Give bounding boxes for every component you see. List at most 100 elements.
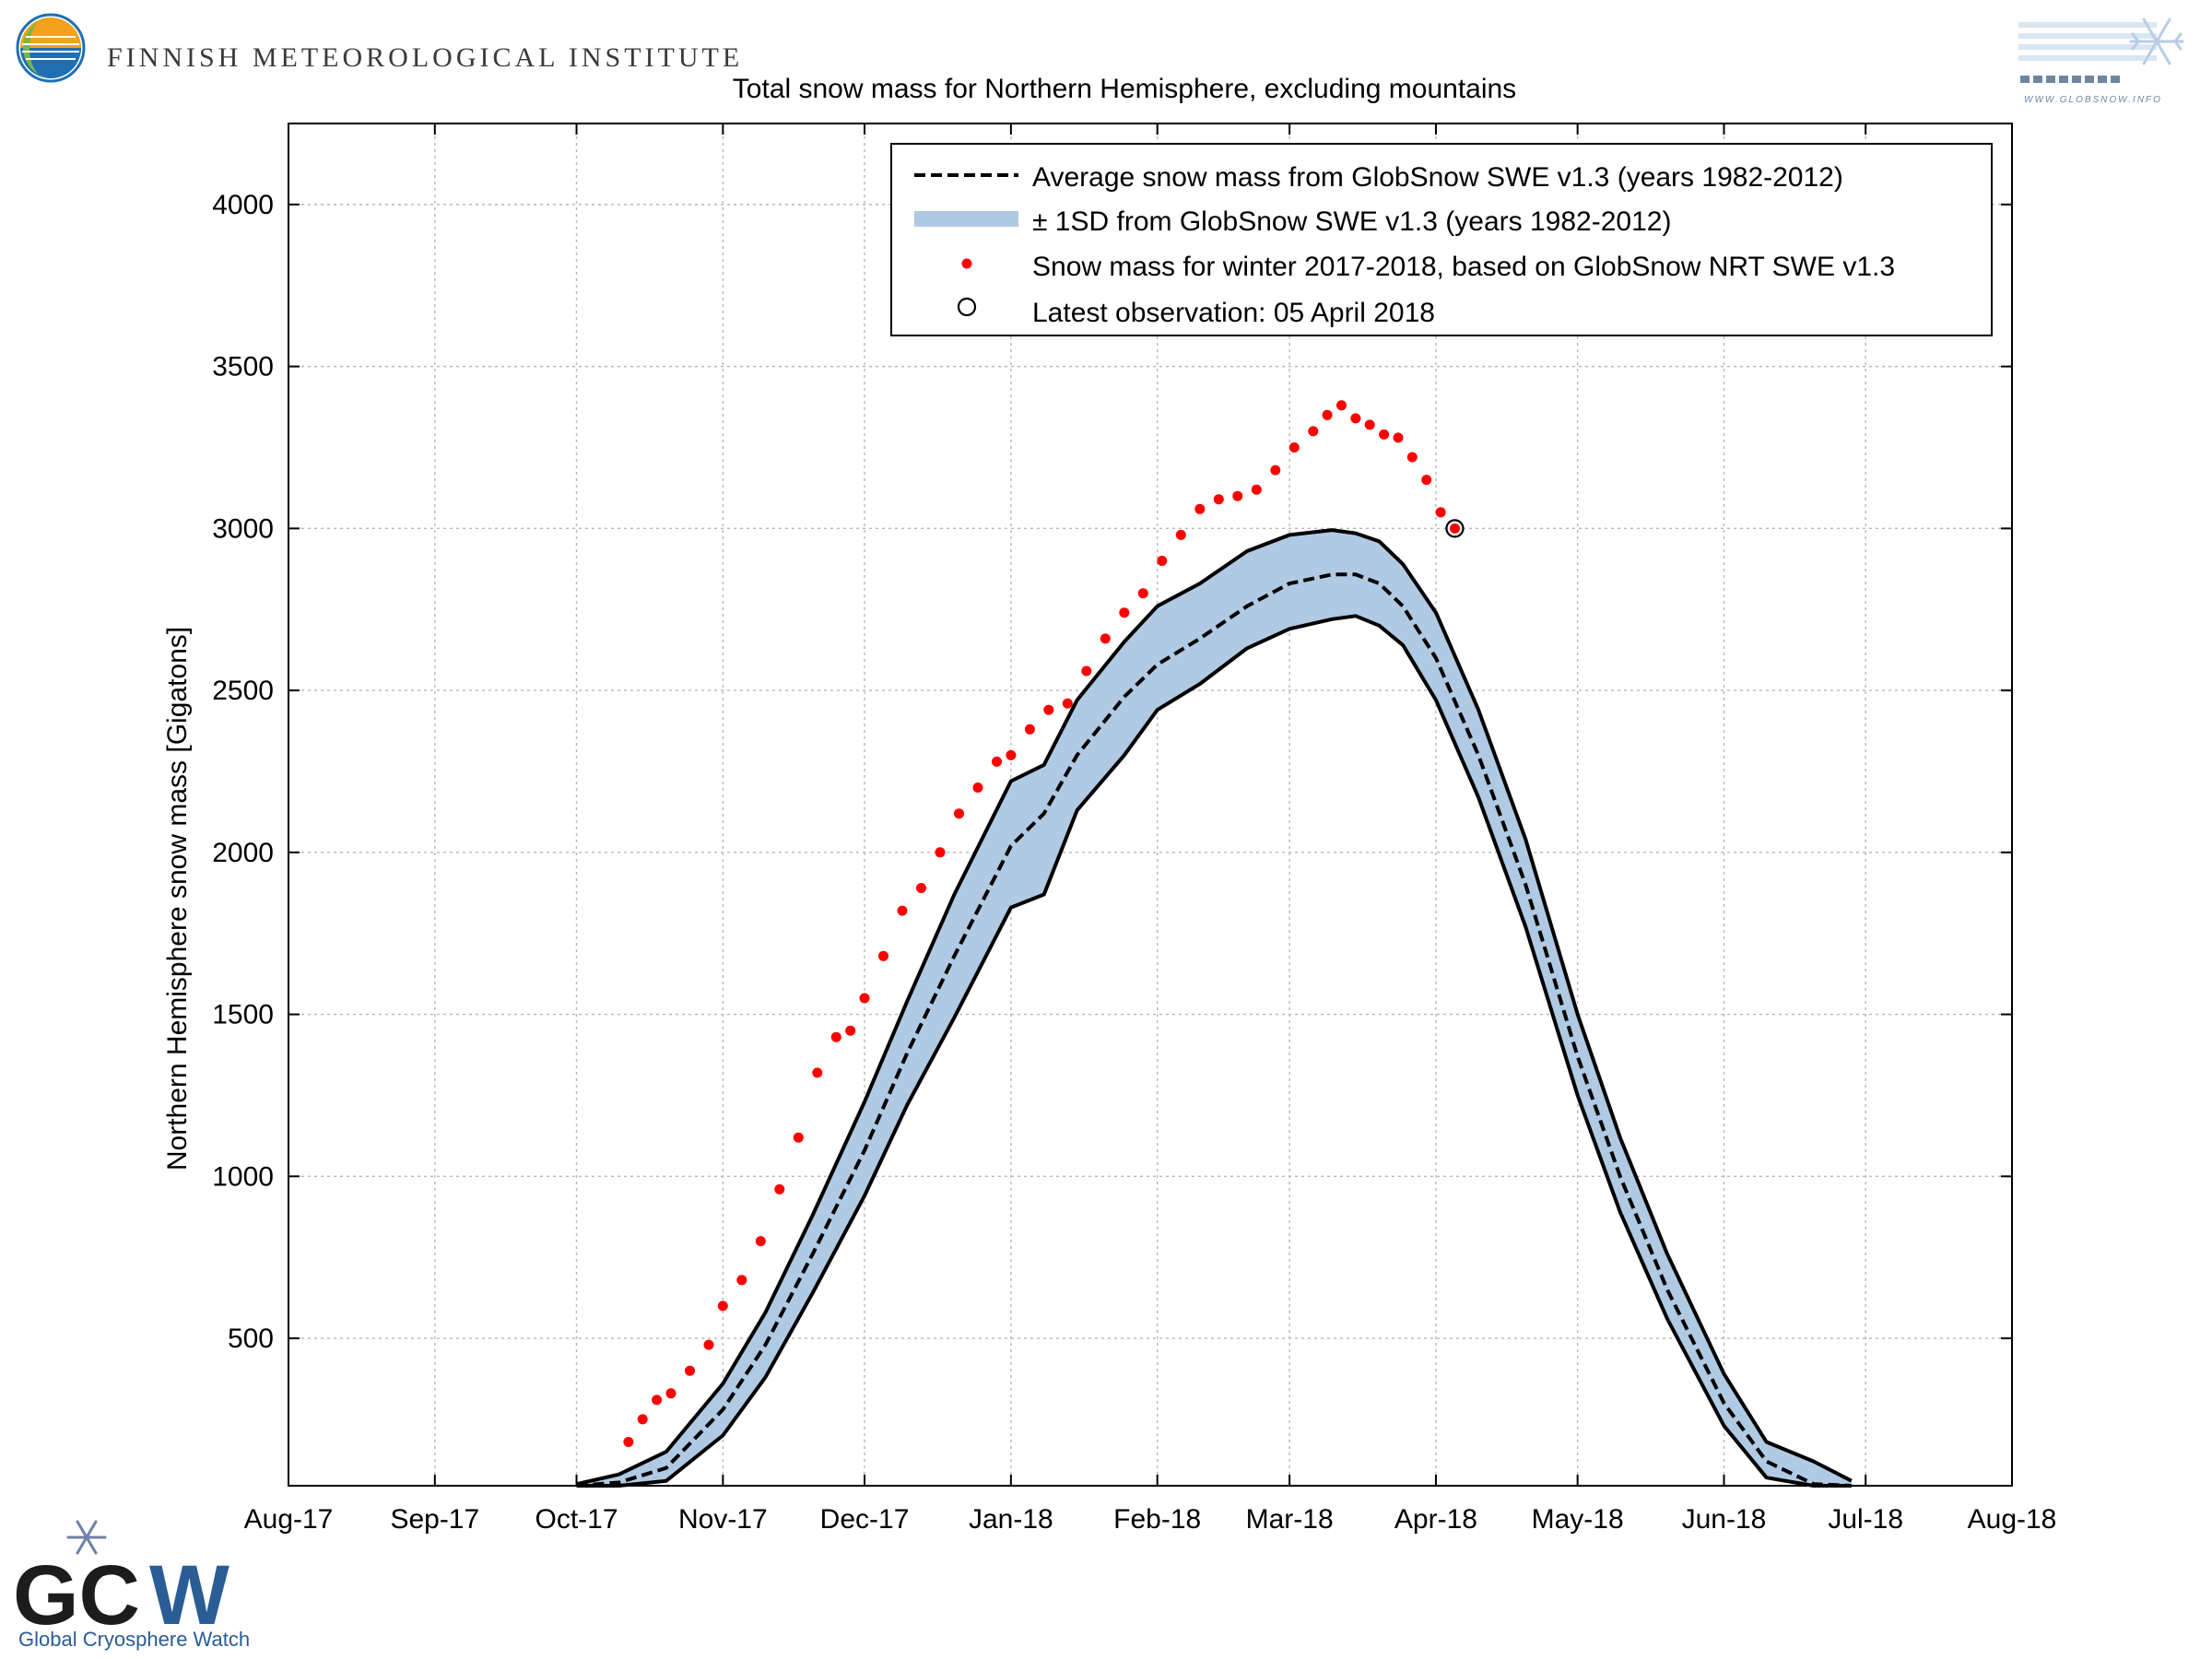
- legend-latest-swatch: [957, 297, 977, 317]
- x-tick-label: Dec-17: [820, 1504, 910, 1535]
- observation-point: [916, 883, 926, 893]
- org-name: FINNISH METEOROLOGICAL INSTITUTE: [107, 42, 744, 73]
- legend: Average snow mass from GlobSnow SWE v1.3…: [890, 143, 1993, 336]
- observation-point: [1308, 426, 1319, 437]
- y-tick-label: 1000: [212, 1161, 274, 1192]
- observation-point: [1006, 749, 1017, 760]
- observation-point: [954, 808, 964, 819]
- gcw-name: Global Cryosphere Watch: [18, 1628, 251, 1651]
- observation-point: [685, 1365, 695, 1376]
- observation-point: [1137, 588, 1148, 599]
- legend-label-mean: Average snow mass from GlobSnow SWE v1.3…: [1032, 162, 1843, 193]
- x-tick-label: Aug-17: [244, 1504, 334, 1535]
- observation-point: [1393, 432, 1404, 443]
- axes-frame: [288, 123, 2013, 1487]
- y-tick-label: 4000: [212, 190, 274, 220]
- x-tick-label: Jan-18: [969, 1504, 1053, 1535]
- observation-point: [793, 1132, 804, 1143]
- observation-point: [972, 782, 983, 793]
- sd-band-area: [576, 530, 1852, 1486]
- observation-point: [859, 993, 870, 1004]
- observation-point: [1406, 452, 1418, 463]
- observation-point: [845, 1025, 856, 1036]
- x-tick-label: Feb-18: [1113, 1504, 1201, 1535]
- gcw-emblem-icon: GC W: [13, 1520, 229, 1642]
- observation-point: [1322, 409, 1333, 420]
- x-tick-label: Jul-18: [1828, 1504, 1903, 1535]
- svg-text:GC: GC: [13, 1548, 140, 1631]
- observation-point: [897, 905, 908, 916]
- sd-band: [576, 530, 1852, 1486]
- observation-point: [1213, 494, 1224, 505]
- observation-point: [1119, 607, 1130, 618]
- x-tick-label: Apr-18: [1394, 1504, 1477, 1535]
- chart-title: Total snow mass for Northern Hemisphere,…: [733, 74, 1516, 104]
- gcw-logo: GC W: [11, 1512, 251, 1659]
- svg-text:W: W: [149, 1548, 229, 1631]
- observation-point: [1043, 704, 1054, 715]
- latest-observation-marker: [1445, 519, 1465, 538]
- observation-point: [652, 1394, 663, 1406]
- observation-point: [1336, 400, 1347, 411]
- x-tick-label: Nov-17: [678, 1504, 768, 1535]
- y-axis-label: Northern Hemisphere snow mass [Gigatons]: [162, 627, 193, 1171]
- observation-point: [812, 1067, 823, 1078]
- observation-point: [774, 1183, 785, 1194]
- observation-point: [1062, 698, 1073, 709]
- observation-point: [1270, 465, 1281, 476]
- observation-point: [736, 1275, 747, 1286]
- observation-point: [1379, 429, 1390, 440]
- legend-band-swatch: [914, 211, 1018, 227]
- observation-point: [992, 756, 1002, 767]
- observation-point: [878, 950, 888, 961]
- x-tick-label: Jun-18: [1682, 1504, 1767, 1535]
- y-tick-label: 3500: [212, 352, 274, 382]
- observation-point: [637, 1414, 648, 1425]
- observation-point: [935, 847, 946, 858]
- observation-point: [1288, 442, 1300, 453]
- tick-labels: Aug-17 Sep-17 Oct-17 Nov-17 Dec-17 Jan-18 Feb-…: [212, 124, 2056, 1535]
- y-tick-label: 3000: [212, 513, 274, 544]
- observation-point: [830, 1031, 841, 1042]
- observation-point: [623, 1437, 634, 1447]
- legend-label-band: ± 1SD from GlobSnow SWE v1.3 (years 1982…: [1032, 206, 1671, 237]
- lower-sd-line: [576, 614, 1852, 1488]
- x-tick-label: Sep-17: [390, 1504, 479, 1535]
- observation-point: [1350, 413, 1361, 424]
- y-tick-label: 2500: [212, 676, 274, 706]
- globsnow-emblem-icon: [2018, 18, 2184, 83]
- observation-point: [1364, 419, 1375, 430]
- observation-point: [1081, 665, 1092, 677]
- observation-point: [1251, 484, 1262, 495]
- legend-observation-swatch: [961, 258, 972, 269]
- observation-point: [1435, 507, 1446, 518]
- observation-point: [1175, 529, 1186, 540]
- grid-lines: [288, 124, 2012, 1486]
- y-tick-label: 500: [228, 1324, 274, 1354]
- globsnow-logo: [2018, 9, 2207, 111]
- observation-point: [1232, 490, 1243, 501]
- observation-point: [1421, 475, 1432, 486]
- legend-box: [890, 143, 1993, 336]
- plot-frame: [288, 123, 2013, 1487]
- observation-point: [755, 1236, 766, 1247]
- observation-point: [665, 1388, 677, 1399]
- mean-line: [576, 572, 1852, 1488]
- observation-point: [1100, 633, 1111, 644]
- series-lines: [576, 528, 1853, 1488]
- observation-point: [717, 1300, 728, 1312]
- fmi-logo: FINNISH METEOROLOGICAL INSTITUTE: [9, 9, 739, 92]
- x-tick-label: Mar-18: [1246, 1504, 1334, 1535]
- observation-point: [1450, 523, 1460, 534]
- observation-points: [623, 400, 1465, 1447]
- observation-point: [1157, 556, 1168, 566]
- observation-point: [703, 1339, 714, 1350]
- y-tick-label: 2000: [212, 838, 274, 868]
- legend-label-latest: Latest observation: 05 April 2018: [1032, 298, 1435, 328]
- observation-point: [1194, 503, 1206, 514]
- x-tick-label: Oct-17: [535, 1504, 618, 1535]
- upper-sd-line: [576, 528, 1853, 1487]
- globsnow-url: WWW.GLOBSNOW.INFO: [2024, 95, 2162, 105]
